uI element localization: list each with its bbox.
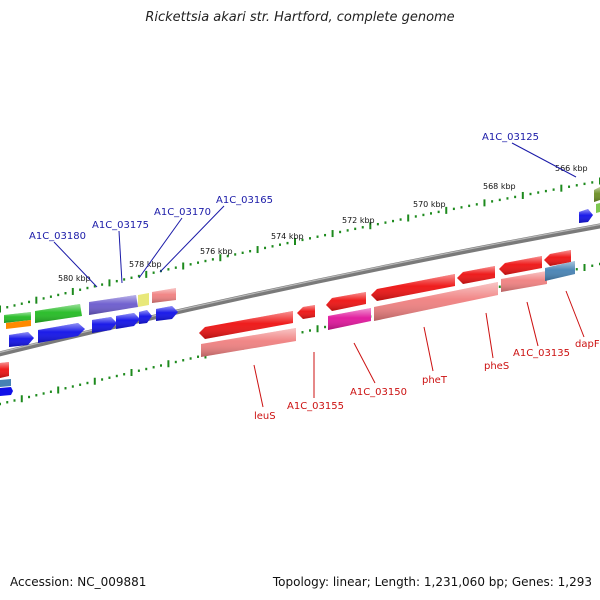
gene-olive-right-edge[interactable] xyxy=(594,187,600,202)
label-a1c-03125: A1C_03125 xyxy=(482,132,539,143)
leader-dapf xyxy=(565,290,585,338)
label-a1c-03150: A1C_03150 xyxy=(350,387,407,398)
gene-magenta-a1c-03150[interactable] xyxy=(328,308,371,330)
label-leader-lines xyxy=(53,142,585,408)
leader-a1c-03165 xyxy=(159,205,225,273)
gene-blue-3[interactable] xyxy=(92,317,117,333)
label-a1c-03180: A1C_03180 xyxy=(29,231,86,242)
label-a1c-03170: A1C_03170 xyxy=(154,207,211,218)
label-a1c-03165: A1C_03165 xyxy=(216,195,273,206)
leader-a1c-03180 xyxy=(53,241,98,288)
gene-red-phes[interactable] xyxy=(457,266,495,284)
gene-green-left[interactable] xyxy=(4,312,31,323)
scale-ticks-top xyxy=(0,177,600,313)
bottom-strand-genes xyxy=(0,250,575,396)
label-a1c-03175: A1C_03175 xyxy=(92,220,149,231)
scale-label-578: 578 kbp xyxy=(129,260,162,269)
label-a1c-03155: A1C_03155 xyxy=(287,401,344,412)
accession-text: Accession: NC_009881 xyxy=(10,575,147,589)
gene-blue-left-edge[interactable] xyxy=(0,387,13,396)
scale-label-570: 570 kbp xyxy=(413,200,446,209)
label-a1c-03135: A1C_03135 xyxy=(513,348,570,359)
label-phet: pheT xyxy=(422,375,448,386)
gene-blue-6[interactable] xyxy=(156,306,178,321)
leader-phes xyxy=(485,312,494,359)
leader-leus xyxy=(253,364,264,408)
scale-label-574: 574 kbp xyxy=(271,232,304,241)
scale-label-580: 580 kbp xyxy=(58,274,91,283)
gene-blue-right-edge[interactable] xyxy=(579,209,593,223)
gene-red-dapf[interactable] xyxy=(544,250,571,266)
gene-orange-left[interactable] xyxy=(6,320,31,329)
gene-pink-a1c-03135[interactable] xyxy=(501,271,547,292)
gene-green-a1c-03180[interactable] xyxy=(35,304,82,323)
leader-a1c-03175 xyxy=(118,230,123,284)
scale-label-576: 576 kbp xyxy=(200,247,233,256)
gene-pink-phet[interactable] xyxy=(374,282,498,321)
scale-label-572: 572 kbp xyxy=(342,216,375,225)
gene-pink-leus[interactable] xyxy=(201,328,296,357)
scale-label-568: 568 kbp xyxy=(483,182,516,191)
label-dapf: dapF xyxy=(575,339,600,350)
leader-a1c-03125 xyxy=(511,142,577,178)
gene-steelblue-left-edge[interactable] xyxy=(0,379,11,387)
genome-info-text: Topology: linear; Length: 1,231,060 bp; … xyxy=(272,575,592,589)
leader-a1c-03170 xyxy=(138,217,183,279)
gene-red-left-edge[interactable] xyxy=(0,362,9,378)
gene-red-phet[interactable] xyxy=(371,274,455,301)
label-phes: pheS xyxy=(484,361,509,372)
label-leus: leuS xyxy=(254,411,276,422)
gene-purple-a1c-03175[interactable] xyxy=(89,295,138,315)
leader-a1c-03135 xyxy=(526,301,539,347)
gene-pink-a1c-03165[interactable] xyxy=(152,288,176,303)
page-title: Rickettsia akari str. Hartford, complete… xyxy=(145,10,455,25)
leader-a1c-03150 xyxy=(353,342,376,384)
gene-red-leus[interactable] xyxy=(199,311,293,339)
gene-red-a1c-03155[interactable] xyxy=(297,305,315,319)
gene-yellow-a1c-03170[interactable] xyxy=(138,293,149,307)
gene-red-a1c-03135[interactable] xyxy=(499,256,542,275)
gene-steelblue-dapf[interactable] xyxy=(545,261,575,281)
top-strand-genes xyxy=(4,187,600,347)
gene-blue-2[interactable] xyxy=(38,323,85,343)
gene-red-a1c-03150[interactable] xyxy=(326,292,366,311)
gene-lightgreen-right-edge[interactable] xyxy=(596,203,600,213)
scale-label-566: 566 kbp xyxy=(555,164,588,173)
leader-phet xyxy=(423,326,434,372)
gene-blue-4[interactable] xyxy=(116,313,140,329)
gene-blue-1[interactable] xyxy=(9,332,34,347)
gene-blue-5[interactable] xyxy=(139,310,152,324)
